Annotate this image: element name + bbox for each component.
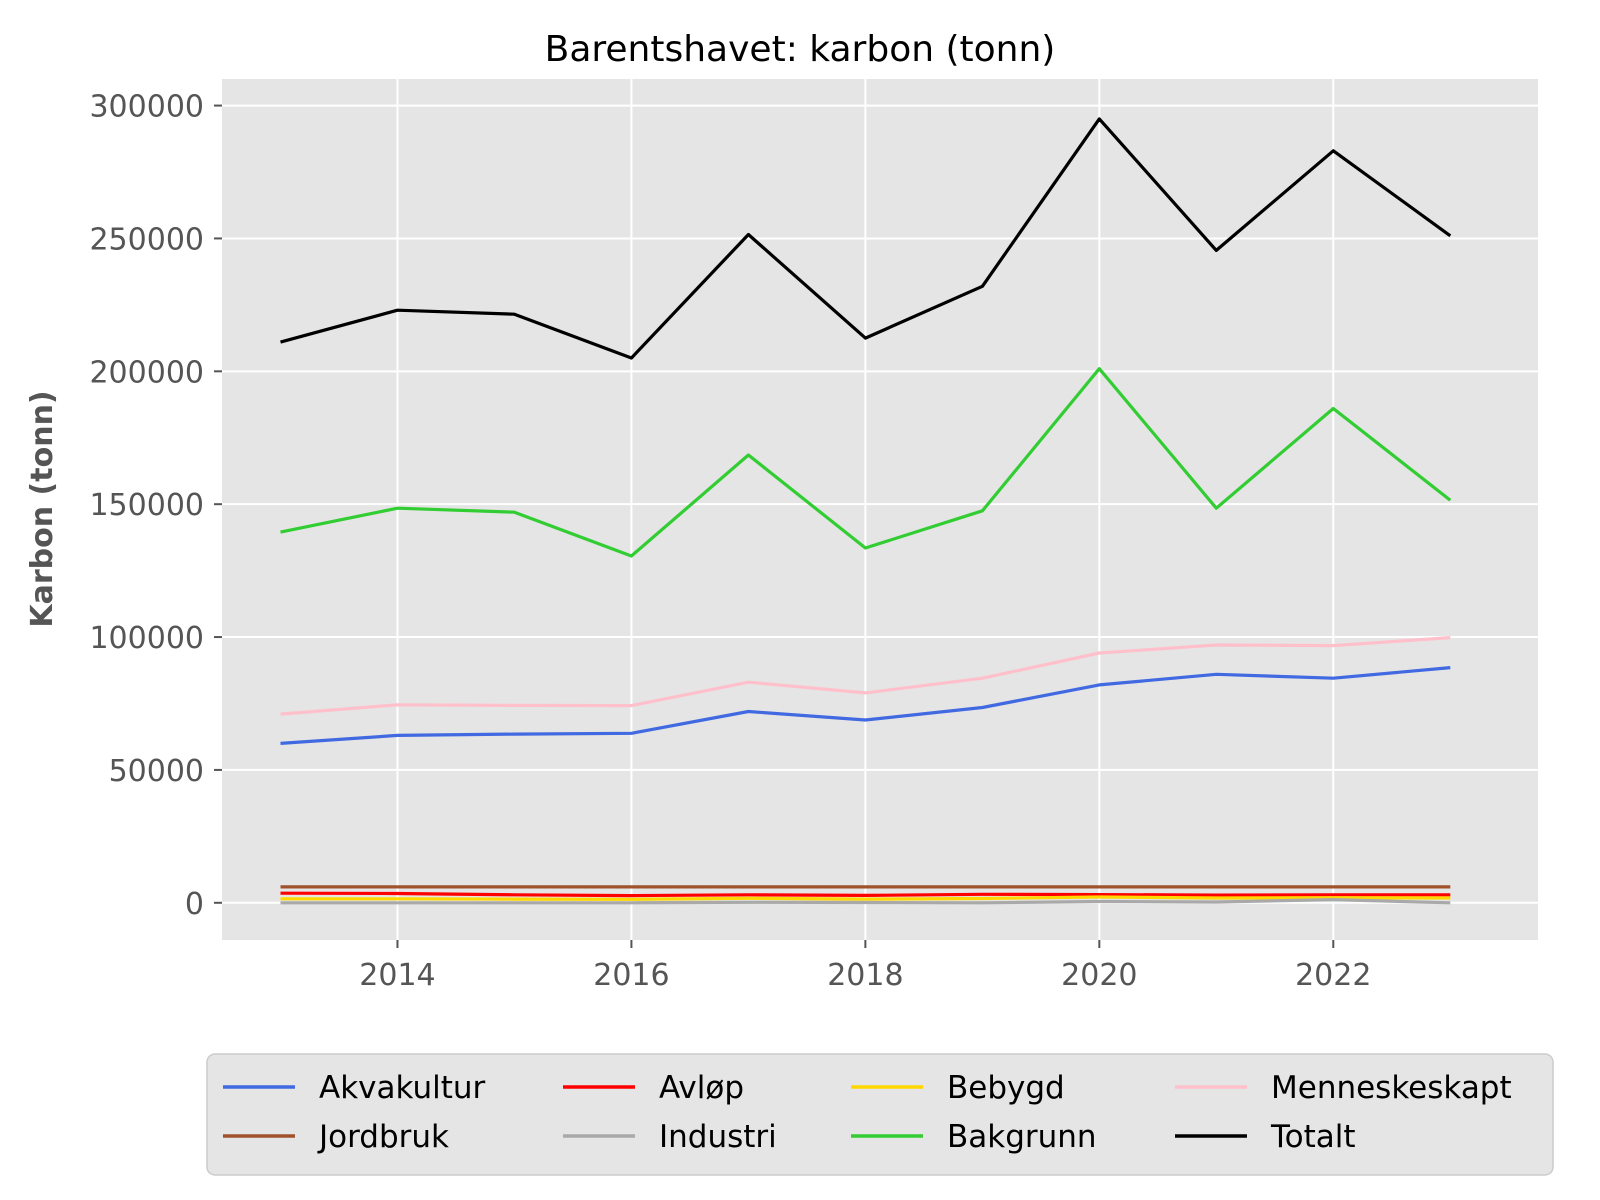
y-tick-label: 300000 [89, 90, 204, 125]
x-tick-label: 2020 [1061, 958, 1137, 993]
series-line-menneskeskapt [280, 636, 1451, 716]
legend-label-akvakultur: Akvakultur [319, 1070, 486, 1106]
series-lines [280, 117, 1452, 905]
series-line-bakgrunn [280, 367, 1452, 558]
legend-box [206, 1053, 1554, 1176]
y-tick-label: 250000 [89, 222, 204, 257]
legend-label-industri: Industri [659, 1119, 777, 1155]
y-tick-label: 200000 [89, 355, 204, 390]
legend-label-menneskeskapt: Menneskeskapt [1271, 1070, 1512, 1106]
legend-label-jordbruk: Jordbruk [317, 1119, 449, 1155]
x-tick-label: 2014 [359, 958, 435, 993]
y-tick-label: 100000 [89, 621, 204, 656]
legend-items: Akvakultur Avløp Bebygd Menneskeskapt Jordbr… [223, 1070, 1512, 1155]
x-tick-label: 2016 [593, 958, 669, 993]
y-tick-label: 50000 [109, 754, 204, 789]
chart-title: Barentshavet: karbon (tonn) [545, 29, 1056, 70]
legend-label-totalt: Totalt [1270, 1119, 1356, 1155]
series-line-totalt [280, 117, 1452, 360]
y-tick-label: 150000 [89, 488, 204, 523]
x-tick-label: 2018 [827, 958, 903, 993]
legend-label-bebygd: Bebygd [947, 1070, 1065, 1106]
series-line-industri [280, 897, 1451, 905]
x-tick-label: 2022 [1295, 958, 1371, 993]
legend: Akvakultur Avløp Bebygd Menneskeskapt Jordbr… [206, 1053, 1554, 1176]
series-line-akvakultur [280, 666, 1451, 745]
y-axis: 0 50000 100000 150000 200000 250000 300000 [89, 90, 222, 922]
series-line-bebygd [280, 895, 1451, 901]
x-axis: 2014 2016 2018 2020 2022 [359, 940, 1371, 993]
y-axis-label: Karbon (tonn) [25, 390, 60, 627]
series-line-avl-p [280, 891, 1451, 898]
legend-label-avl-p: Avløp [659, 1070, 744, 1106]
y-tick-label: 0 [185, 887, 204, 922]
legend-label-bakgrunn: Bakgrunn [947, 1119, 1097, 1155]
grid [222, 79, 1538, 940]
